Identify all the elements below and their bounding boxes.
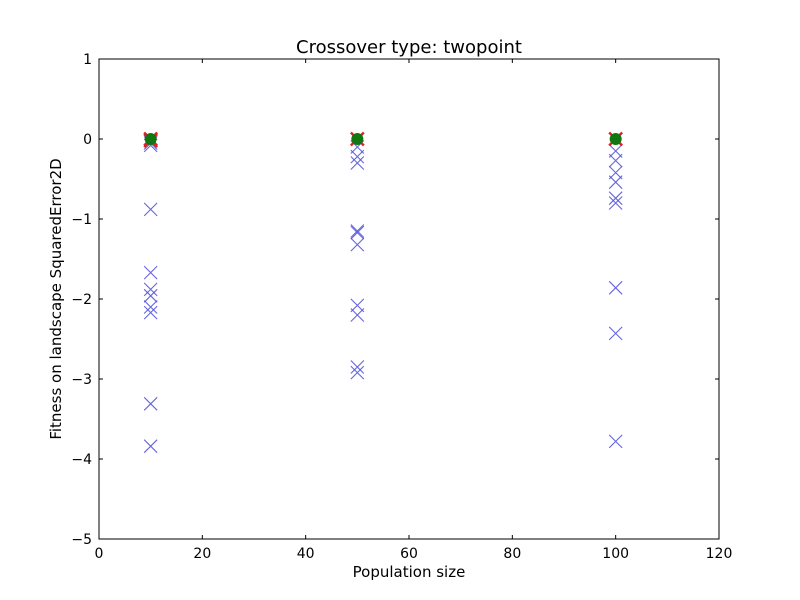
series-0 (143, 136, 623, 454)
data-point-circle (351, 133, 364, 145)
y-tick-label: −3 (71, 372, 92, 388)
series-1 (143, 131, 624, 148)
x-tick-label: 80 (503, 546, 521, 562)
data-point-circle (144, 133, 157, 145)
data-point-x (143, 439, 158, 454)
data-point-x (608, 175, 623, 190)
data-point-x (143, 202, 158, 217)
y-tick-label: −5 (71, 532, 92, 548)
x-axis-title: Population size (353, 563, 466, 581)
data-point-x (350, 156, 365, 170)
data-point-x (143, 305, 158, 320)
axis-ticks: 0 20 40 60 80 100 120 −5 −4 −3 −2 −1 0 1 (71, 52, 732, 562)
series-2 (144, 133, 622, 145)
data-point-x (608, 191, 623, 206)
data-point-x (350, 308, 365, 322)
y-tick-label: −4 (71, 452, 92, 468)
data-point-x (350, 225, 365, 240)
data-point-x (350, 365, 365, 380)
data-point-x (350, 298, 365, 313)
y-tick-label: −2 (71, 292, 92, 308)
y-axis-title: Fitness on landscape SquaredError2D (47, 158, 65, 439)
x-tick-label: 40 (297, 546, 315, 562)
data-point-x (608, 280, 623, 295)
data-point-x (608, 196, 623, 210)
x-tick-label: 0 (95, 546, 104, 562)
plot-area-frame (98, 58, 720, 540)
data-point-x (608, 165, 623, 180)
data-point-x (350, 237, 365, 252)
x-tick-label: 20 (193, 546, 211, 562)
x-tick-label: 120 (706, 546, 733, 562)
x-tick-label: 60 (400, 546, 418, 562)
data-point-x (608, 326, 623, 341)
data-point-x (350, 149, 365, 164)
x-tick-label: 100 (602, 546, 629, 562)
data-point-circle (609, 133, 622, 145)
data-point-x (608, 153, 623, 168)
data-point-x (143, 396, 158, 411)
y-tick-label: 1 (83, 52, 92, 68)
data-point-x (143, 282, 158, 297)
data-point-x (350, 224, 365, 238)
data-point-x (143, 265, 158, 280)
y-tick-label: 0 (83, 132, 92, 148)
data-point-x (143, 288, 158, 303)
data-point-x (350, 360, 365, 374)
data-marks (143, 131, 624, 454)
data-point-x (608, 144, 623, 158)
chart-title: Crossover type: twopoint (296, 37, 522, 58)
data-point-x (608, 434, 623, 449)
data-point-x (143, 300, 158, 314)
y-tick-label: −1 (71, 212, 92, 228)
